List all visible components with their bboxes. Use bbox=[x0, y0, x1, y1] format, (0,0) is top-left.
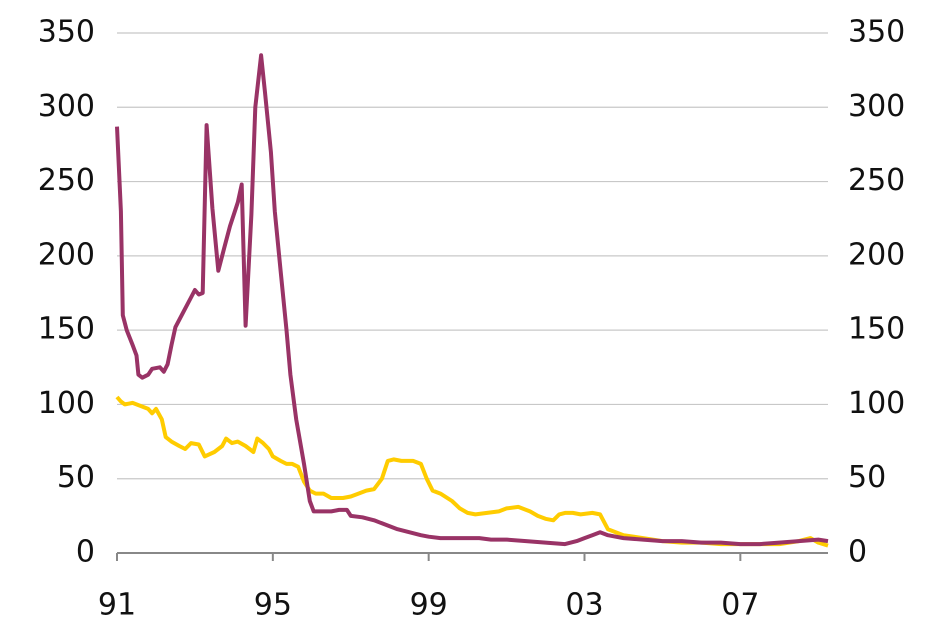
y-tick-label: 200 bbox=[38, 237, 95, 272]
y2-tick-label: 350 bbox=[848, 15, 905, 50]
y2-tick-label: 300 bbox=[848, 89, 905, 124]
y2-tick-label: 150 bbox=[848, 312, 905, 347]
y2-tick-label: 100 bbox=[848, 386, 905, 421]
series-line bbox=[115, 395, 829, 548]
y-tick-label: 250 bbox=[38, 163, 95, 198]
y-tick-label: 100 bbox=[38, 386, 95, 421]
x-tick-label: 99 bbox=[410, 588, 448, 623]
y-tick-label: 300 bbox=[38, 89, 95, 124]
x-tick-label: 91 bbox=[98, 588, 136, 623]
y-tick-label: 150 bbox=[38, 312, 95, 347]
y2-tick-label: 250 bbox=[848, 163, 905, 198]
y-tick-label: 350 bbox=[38, 15, 95, 50]
series-line bbox=[115, 53, 829, 547]
y2-tick-label: 0 bbox=[848, 535, 867, 570]
x-tick-label: 03 bbox=[565, 588, 603, 623]
x-tick-label: 07 bbox=[721, 588, 759, 623]
x-tick-label: 95 bbox=[254, 588, 292, 623]
y2-tick-label: 200 bbox=[848, 237, 905, 272]
y-tick-label: 50 bbox=[57, 460, 95, 495]
y2-tick-label: 50 bbox=[848, 460, 886, 495]
y-tick-label: 0 bbox=[76, 535, 95, 570]
